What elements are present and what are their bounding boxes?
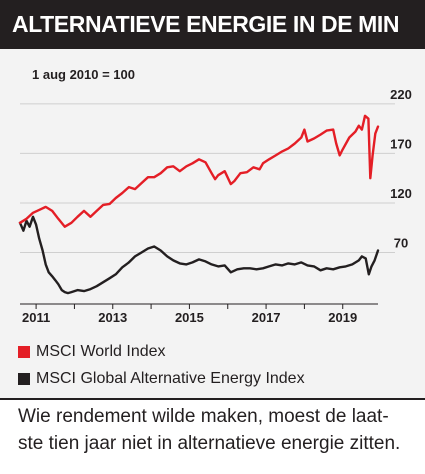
chart-title: ALTERNATIEVE ENERGIE IN DE MIN (12, 11, 400, 37)
chart-panel: 220 170 120 70 2011 2013 2015 2017 2019 1 aug 201… (0, 49, 425, 400)
caption-line-2: ste tien jaar niet in alternatieve energ… (18, 433, 401, 454)
line-chart: 220 170 120 70 2011 2013 2015 2017 2019 1 aug 201… (18, 67, 412, 325)
series-line-world (18, 114, 380, 228)
caption: Wie rendement wilde maken, moest de laat… (18, 400, 418, 457)
y-tick-label-70: 70 (394, 235, 408, 250)
legend-swatch-world (18, 346, 30, 358)
x-tick-label-2019: 2019 (328, 310, 357, 325)
y-tick-label-220: 220 (390, 87, 412, 102)
series-line-alt-energy (18, 215, 380, 295)
legend-item-world: MSCI World Index (18, 343, 166, 361)
legend-swatch-alt-energy (18, 373, 30, 385)
x-tick-label-2017: 2017 (252, 310, 281, 325)
title-bar: ALTERNATIEVE ENERGIE IN DE MIN (0, 0, 425, 49)
x-tick-label-2013: 2013 (98, 310, 127, 325)
legend-label-world: MSCI World Index (36, 343, 166, 360)
caption-line-1: Wie rendement wilde maken, moest de laat… (18, 406, 389, 427)
y-tick-label-170: 170 (390, 136, 412, 151)
legend-item-alt-energy: MSCI Global Alternative Energy Index (18, 370, 305, 388)
legend-label-alt-energy: MSCI Global Alternative Energy Index (36, 370, 305, 387)
base-note: 1 aug 2010 = 100 (32, 67, 135, 82)
x-tick-label-2015: 2015 (175, 310, 204, 325)
y-tick-label-120: 120 (390, 186, 412, 201)
x-tick-label-2011: 2011 (22, 310, 50, 325)
